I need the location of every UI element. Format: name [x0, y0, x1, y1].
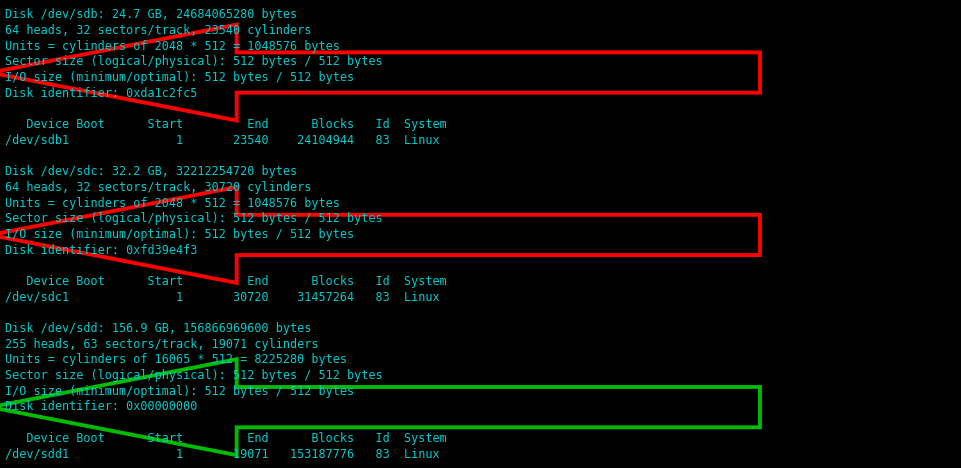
Text: Units = cylinders of 2048 * 512 = 1048576 bytes: Units = cylinders of 2048 * 512 = 104857…: [5, 197, 339, 210]
Text: Sector size (logical/physical): 512 bytes / 512 bytes: Sector size (logical/physical): 512 byte…: [5, 55, 382, 68]
Text: 64 heads, 32 sectors/track, 30720 cylinders: 64 heads, 32 sectors/track, 30720 cylind…: [5, 181, 310, 194]
Text: 64 heads, 32 sectors/track, 23540 cylinders: 64 heads, 32 sectors/track, 23540 cylind…: [5, 24, 310, 37]
Text: Sector size (logical/physical): 512 bytes / 512 bytes: Sector size (logical/physical): 512 byte…: [5, 212, 382, 225]
Text: Disk /dev/sdb: 24.7 GB, 24684065280 bytes: Disk /dev/sdb: 24.7 GB, 24684065280 byte…: [5, 8, 297, 22]
Text: Sector size (logical/physical): 512 bytes / 512 bytes: Sector size (logical/physical): 512 byte…: [5, 369, 382, 382]
Text: Device Boot      Start         End      Blocks   Id  System: Device Boot Start End Blocks Id System: [5, 118, 446, 131]
Text: Device Boot      Start         End      Blocks   Id  System: Device Boot Start End Blocks Id System: [5, 432, 446, 445]
Text: Disk identifier: 0x00000000: Disk identifier: 0x00000000: [5, 401, 197, 413]
Text: Disk identifier: 0xfd39e4f3: Disk identifier: 0xfd39e4f3: [5, 243, 197, 256]
Text: Units = cylinders of 16065 * 512 = 8225280 bytes: Units = cylinders of 16065 * 512 = 82252…: [5, 353, 347, 366]
Text: I/O size (minimum/optimal): 512 bytes / 512 bytes: I/O size (minimum/optimal): 512 bytes / …: [5, 228, 354, 241]
Text: /dev/sdd1               1       19071   153187776   83  Linux: /dev/sdd1 1 19071 153187776 83 Linux: [5, 447, 439, 461]
Text: /dev/sdc1               1       30720    31457264   83  Linux: /dev/sdc1 1 30720 31457264 83 Linux: [5, 291, 439, 304]
Text: Disk identifier: 0xda1c2fc5: Disk identifier: 0xda1c2fc5: [5, 87, 197, 100]
Text: I/O size (minimum/optimal): 512 bytes / 512 bytes: I/O size (minimum/optimal): 512 bytes / …: [5, 385, 354, 398]
Text: Disk /dev/sdd: 156.9 GB, 156866969600 bytes: Disk /dev/sdd: 156.9 GB, 156866969600 by…: [5, 322, 310, 335]
Text: Units = cylinders of 2048 * 512 = 1048576 bytes: Units = cylinders of 2048 * 512 = 104857…: [5, 40, 339, 53]
Text: I/O size (minimum/optimal): 512 bytes / 512 bytes: I/O size (minimum/optimal): 512 bytes / …: [5, 71, 354, 84]
Text: 255 heads, 63 sectors/track, 19071 cylinders: 255 heads, 63 sectors/track, 19071 cylin…: [5, 338, 318, 351]
Text: Device Boot      Start         End      Blocks   Id  System: Device Boot Start End Blocks Id System: [5, 275, 446, 288]
Text: /dev/sdb1               1       23540    24104944   83  Linux: /dev/sdb1 1 23540 24104944 83 Linux: [5, 134, 439, 147]
Text: Disk /dev/sdc: 32.2 GB, 32212254720 bytes: Disk /dev/sdc: 32.2 GB, 32212254720 byte…: [5, 165, 297, 178]
